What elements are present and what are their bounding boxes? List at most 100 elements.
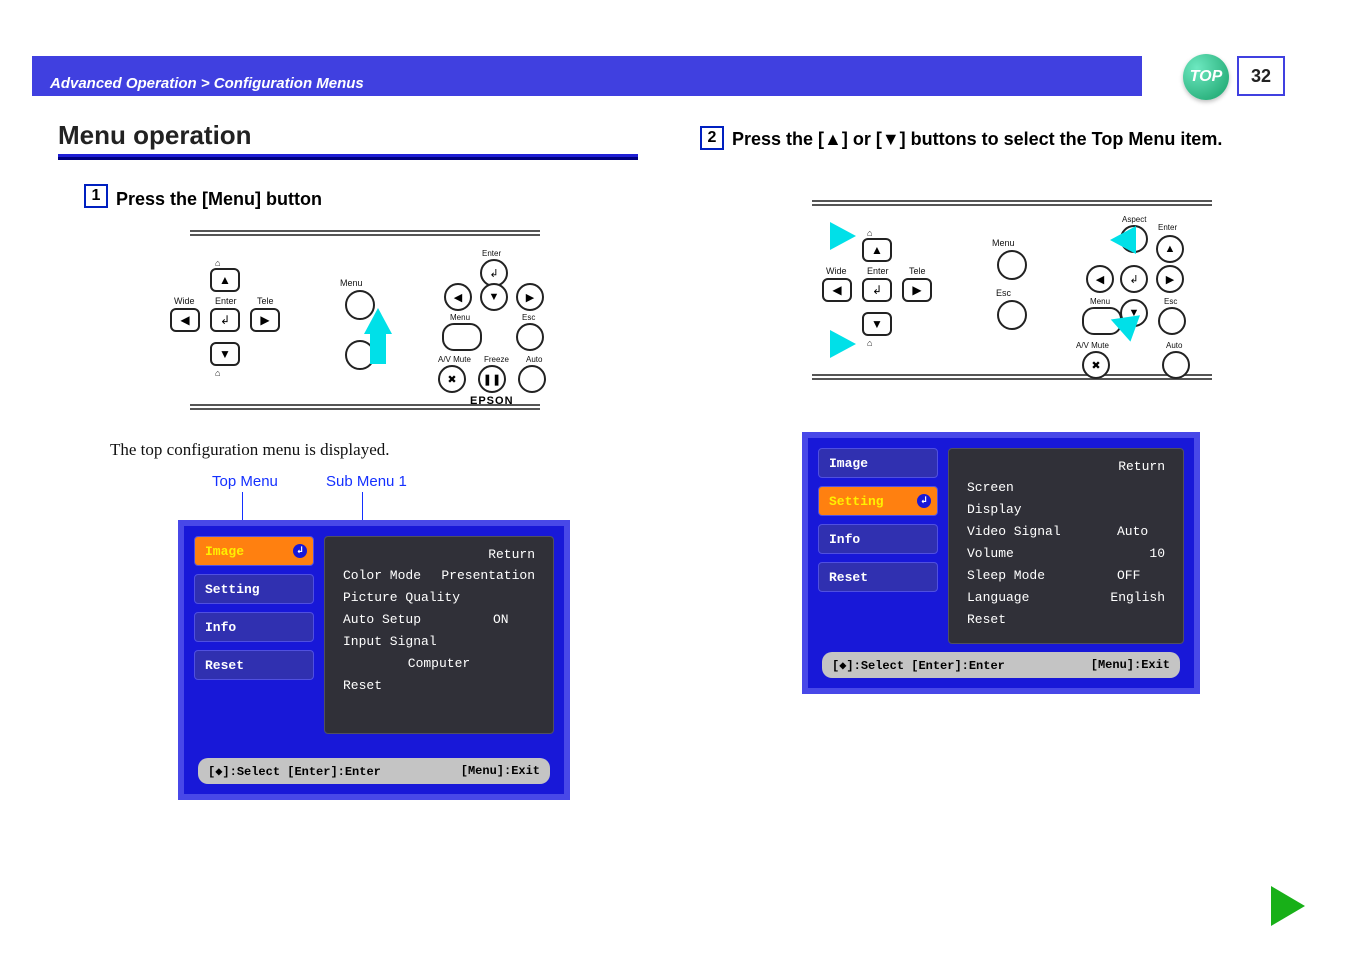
section-title: Menu operation [58,120,252,151]
step-text-1: Press the [Menu] button [116,186,322,213]
enter-button[interactable]: ↲ [210,308,240,332]
sub-menu-label: Sub Menu 1 [326,473,407,490]
avmute-label-2: A/V Mute [1076,341,1109,350]
esc-label-2: Esc [996,288,1011,298]
down-button-2[interactable]: ▼ [862,312,892,336]
avmute-label: A/V Mute [438,355,471,364]
osd1-k0: Color Mode [343,568,441,583]
osd1-k2: Auto Setup [343,612,493,627]
osd1-tab-image[interactable]: Image ↲ [194,536,314,566]
wide-label: Wide [174,296,195,306]
osd1-foot-right: [Menu]:Exit [461,764,540,778]
osd1-v2: ON [493,612,509,627]
down-button[interactable]: ▼ [210,342,240,366]
enter-label: Enter [215,296,237,306]
osd1-panel: Return Color ModePresentation Picture Qu… [324,536,554,734]
menu-button-2[interactable] [997,250,1027,280]
page-number: 32 [1237,56,1285,96]
osd1-footer: [◆]:Select [Enter]:Enter [Menu]:Exit [198,758,550,784]
wide-button[interactable]: ◀ [170,308,200,332]
osd1-tab-reset[interactable]: Reset [194,650,314,680]
enter-label-pad2: Enter [1158,223,1177,232]
pad-right[interactable]: ▶ [516,283,544,311]
enter-label-2b: Enter [867,266,889,276]
enter-icon: ↲ [293,544,307,558]
esc2-button[interactable] [516,323,544,351]
step-text-2: Press the [▲] or [▼] buttons to select t… [732,126,1292,153]
osd2-tab-setting[interactable]: Setting↲ [818,486,938,516]
enter-icon-2: ↲ [917,494,931,508]
tele-button-2[interactable]: ▶ [902,278,932,302]
menu2-label-2: Menu [1090,297,1110,306]
pad-right-2[interactable]: ▶ [1156,265,1184,293]
header-bar: Advanced Operation > Configuration Menus [32,56,1142,96]
remote-pad-2: Aspect ▲ Enter ◀ ↲ ▶ Menu Esc ▼ A/V Mute… [1072,225,1212,355]
osd2-tab-image[interactable]: Image [818,448,938,478]
arrow-pointer-1 [364,308,392,334]
osd1-v0: Presentation [441,568,535,583]
freeze-button[interactable]: ❚❚ [478,365,506,393]
enter-button-2[interactable]: ↲ [862,278,892,302]
auto-button[interactable] [518,365,546,393]
tele-button[interactable]: ▶ [250,308,280,332]
osd1-tab-image-label: Image [205,544,244,559]
enter-label-2: Enter [482,249,501,258]
esc2-label-2: Esc [1164,297,1177,306]
osd2-tab-reset[interactable]: Reset [818,562,938,592]
osd1-source: Computer [408,656,470,671]
wide-button-2[interactable]: ◀ [822,278,852,302]
menu2-button[interactable] [442,323,482,351]
step-marker-2: 2 [700,126,724,150]
wide-label-2: Wide [826,266,847,276]
pad-down[interactable]: ▼ [480,283,508,311]
up-button-2[interactable]: ▲ [862,238,892,262]
top-badge[interactable]: TOP [1183,54,1229,100]
osd2-k4: Sleep Mode [967,568,1117,583]
osd1-k3: Input Signal [343,634,493,649]
avmute-button[interactable]: ✖ [438,365,466,393]
avmute-button-2[interactable]: ✖ [1082,351,1110,379]
up-button[interactable]: ▲ [210,268,240,292]
auto-label: Auto [526,355,542,364]
pad-left-2[interactable]: ◀ [1086,265,1114,293]
osd2-k0: Screen [967,480,1117,495]
osd2-k5: Language [967,590,1110,605]
osd-menu-2: Image Setting↲ Info Reset Return Screen … [802,432,1200,694]
osd1-k1: Picture Quality [343,590,493,605]
osd1-tab-info[interactable]: Info [194,612,314,642]
osd2-v2: Auto [1117,524,1148,539]
menu-label-2: Menu [992,238,1015,248]
osd2-tab-info[interactable]: Info [818,524,938,554]
osd2-foot-left: [◆]:Select [Enter]:Enter [832,658,1005,673]
osd1-tab-setting[interactable]: Setting [194,574,314,604]
arrow-pointer-2c [1110,226,1136,254]
osd2-sidebar: Image Setting↲ Info Reset [818,448,938,600]
osd1-return[interactable]: Return [343,547,535,562]
step-marker-1: 1 [84,184,108,208]
top-menu-label: Top Menu [212,473,278,490]
osd2-footer: [◆]:Select [Enter]:Enter [Menu]:Exit [822,652,1180,678]
esc2-button-2[interactable] [1158,307,1186,335]
osd2-v5: English [1110,590,1165,605]
osd1-sidebar: Image ↲ Setting Info Reset [194,536,314,688]
osd2-return[interactable]: Return [967,459,1165,474]
osd2-foot-right: [Menu]:Exit [1091,658,1170,672]
tele-label: Tele [257,296,274,306]
next-page-arrow[interactable] [1271,886,1305,926]
osd1-k5: Reset [343,678,493,693]
brand-label: EPSON [470,395,514,407]
auto-label-2: Auto [1166,341,1182,350]
osd2-k2: Video Signal [967,524,1117,539]
osd2-k6: Reset [967,612,1117,627]
breadcrumb: Advanced Operation > Configuration Menus [50,75,364,92]
pad-left[interactable]: ◀ [444,283,472,311]
control-cluster-left: ⌂ ▲ Wide Enter Tele ◀ ↲ ▶ ▼ ⌂ [160,260,300,380]
osd2-k1: Display [967,502,1117,517]
esc-button-2[interactable] [997,300,1027,330]
menu-esc-stack-2: Menu Esc [992,230,1032,350]
arrow-stick-1 [370,330,386,364]
pad-up-2[interactable]: ▲ [1156,235,1184,263]
auto-button-2[interactable] [1162,351,1190,379]
pad-enter-2[interactable]: ↲ [1120,265,1148,293]
esc2-label: Esc [522,313,535,322]
